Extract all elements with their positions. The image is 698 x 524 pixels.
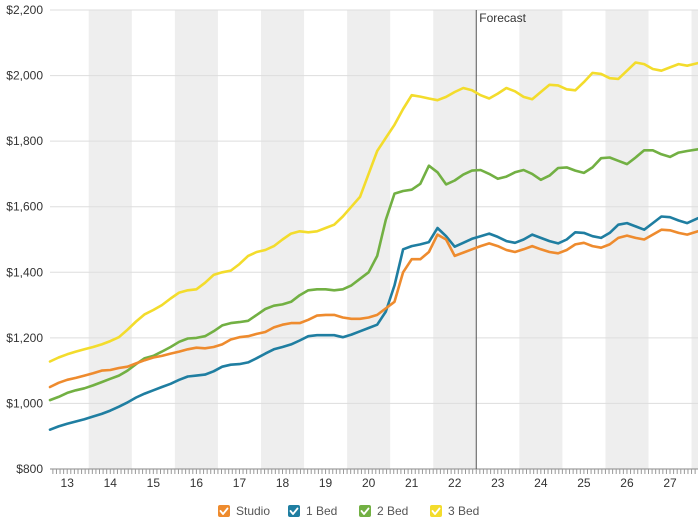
- legend-label: Studio: [236, 504, 270, 518]
- legend-item-1-bed[interactable]: 1 Bed: [288, 504, 337, 518]
- horizontal-gridlines: [50, 9, 698, 404]
- alternating-bands: [88, 10, 698, 469]
- x-tick-label: 20: [362, 476, 376, 490]
- legend: Studio 1 Bed 2 Bed 3 Bed: [218, 504, 479, 518]
- series-line-2-bed: [48, 148, 698, 402]
- x-axis: [50, 468, 698, 474]
- series-lines: [48, 61, 698, 431]
- forecast-label: Forecast: [479, 11, 526, 25]
- x-tick-label: 22: [448, 476, 462, 490]
- forecast-marker: Forecast: [475, 10, 527, 469]
- x-tick-label: 23: [491, 476, 505, 490]
- x-tick-label: 27: [663, 476, 677, 490]
- series-line-1-bed: [48, 215, 698, 431]
- y-tick-label: $1,000: [6, 396, 43, 410]
- y-tick-label: $800: [16, 462, 43, 476]
- legend-label: 3 Bed: [448, 504, 479, 518]
- legend-item-3-bed[interactable]: 3 Bed: [430, 504, 479, 518]
- y-tick-labels: $800 $1,000 $1,200 $1,400 $1,600 $1,800 $2,000…: [6, 3, 43, 476]
- y-tick-label: $2,200: [6, 3, 43, 17]
- checkmark-icon: [360, 507, 370, 515]
- series-line-3-bed: [48, 61, 698, 363]
- x-tick-labels: 13 14 15 16 17 18 19 20 21 22 23 24 25 26 27: [61, 476, 677, 490]
- x-tick-label: 17: [233, 476, 247, 490]
- band-0: [88, 10, 132, 469]
- legend-item-2-bed[interactable]: 2 Bed: [359, 504, 408, 518]
- x-tick-label: 25: [577, 476, 591, 490]
- checkmark-icon: [431, 507, 441, 515]
- y-tick-label: $1,200: [6, 331, 43, 345]
- legend-label: 1 Bed: [306, 504, 337, 518]
- x-tick-label: 21: [405, 476, 419, 490]
- y-tick-label: $1,800: [6, 134, 43, 148]
- x-tick-label: 15: [147, 476, 161, 490]
- x-tick-label: 14: [104, 476, 118, 490]
- checkmark-icon: [219, 507, 229, 515]
- x-tick-label: 19: [319, 476, 333, 490]
- band-3: [347, 10, 391, 469]
- y-tick-label: $2,000: [6, 69, 43, 83]
- x-tick-label: 16: [190, 476, 204, 490]
- legend-item-studio[interactable]: Studio: [218, 504, 270, 518]
- checkmark-icon: [289, 507, 299, 515]
- y-tick-label: $1,400: [6, 265, 43, 279]
- x-tick-label: 26: [620, 476, 634, 490]
- band-7: [691, 10, 698, 469]
- x-tick-label: 13: [61, 476, 75, 490]
- x-tick-label: 18: [276, 476, 290, 490]
- y-tick-label: $1,600: [6, 200, 43, 214]
- x-tick-label: 24: [534, 476, 548, 490]
- series-line-studio: [48, 228, 698, 389]
- band-1: [174, 10, 218, 469]
- legend-label: 2 Bed: [377, 504, 408, 518]
